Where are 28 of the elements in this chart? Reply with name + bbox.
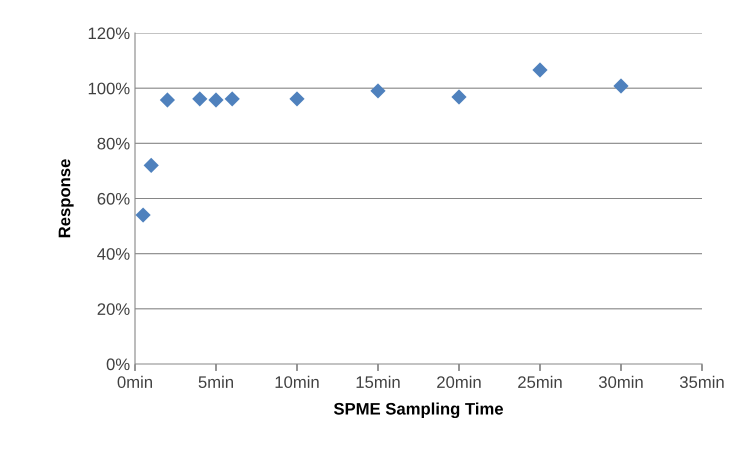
x-tick-label: 25min (518, 376, 562, 388)
x-axis-title: SPME Sampling Time (334, 402, 503, 418)
point (135, 207, 151, 223)
x-tick-label: 30min (598, 376, 643, 388)
point (160, 92, 176, 108)
y-tick-label: 0% (106, 358, 130, 370)
y-tick-label: 20% (98, 303, 130, 316)
point (532, 62, 548, 78)
point (208, 92, 224, 108)
point (192, 91, 208, 107)
point (613, 78, 629, 94)
x-tick-label: 10min (276, 376, 319, 388)
y-tick-label: 80% (98, 138, 130, 150)
y-tick-label: 100% (88, 82, 130, 94)
x-tick-label: 20min (437, 376, 481, 388)
point (144, 158, 159, 174)
y-tick-label: 60% (98, 192, 130, 205)
point (451, 89, 467, 105)
point (224, 91, 240, 107)
point (289, 91, 305, 107)
x-tick-label: 35min (680, 376, 724, 388)
x-tick-label: 0min (118, 376, 152, 388)
y-tick-label: 40% (97, 248, 130, 260)
y-axis-title: Response (58, 159, 74, 238)
y-tick-label: 120% (88, 27, 130, 40)
x-tick-label: 15min (356, 376, 400, 388)
x-tick-label: 5min (198, 376, 233, 388)
point (370, 83, 386, 99)
